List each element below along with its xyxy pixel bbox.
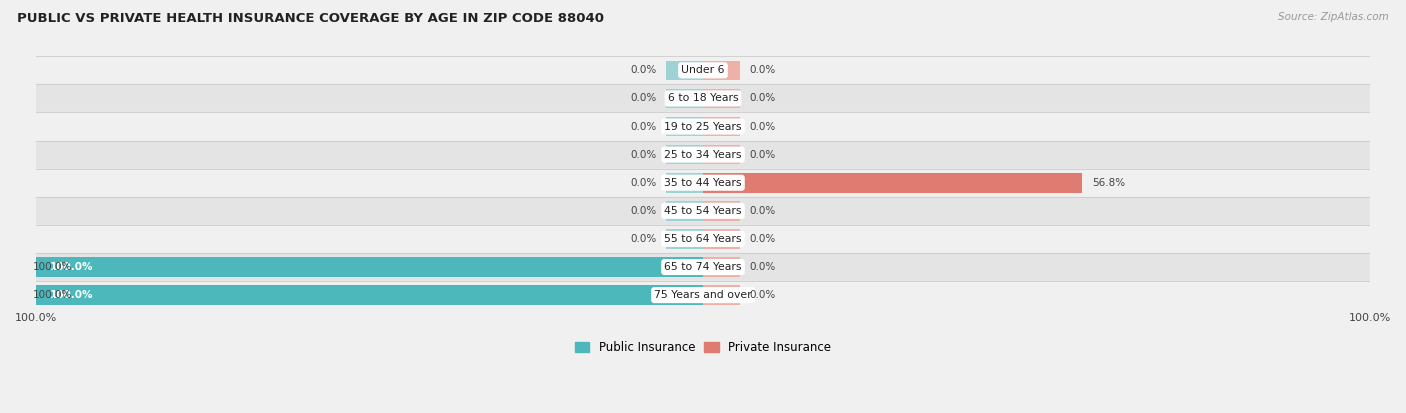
Text: 0.0%: 0.0% bbox=[630, 121, 657, 131]
Bar bbox=[703, 201, 740, 221]
Text: 0.0%: 0.0% bbox=[749, 65, 776, 75]
Text: 0.0%: 0.0% bbox=[630, 234, 657, 244]
Text: 35 to 44 Years: 35 to 44 Years bbox=[664, 178, 742, 188]
Text: 100.0%: 100.0% bbox=[32, 290, 72, 300]
Bar bbox=[37, 225, 1369, 253]
Bar bbox=[666, 145, 703, 164]
Bar bbox=[37, 285, 703, 305]
Bar bbox=[666, 201, 703, 221]
Bar bbox=[666, 117, 703, 136]
Bar bbox=[703, 285, 740, 305]
Bar bbox=[703, 257, 740, 277]
Bar bbox=[703, 117, 740, 136]
Text: 25 to 34 Years: 25 to 34 Years bbox=[664, 150, 742, 160]
Text: 75 Years and over: 75 Years and over bbox=[654, 290, 752, 300]
Text: 0.0%: 0.0% bbox=[749, 93, 776, 103]
Text: PUBLIC VS PRIVATE HEALTH INSURANCE COVERAGE BY AGE IN ZIP CODE 88040: PUBLIC VS PRIVATE HEALTH INSURANCE COVER… bbox=[17, 12, 603, 25]
Bar bbox=[37, 56, 1369, 84]
Text: 55 to 64 Years: 55 to 64 Years bbox=[664, 234, 742, 244]
Bar bbox=[666, 229, 703, 249]
Text: 0.0%: 0.0% bbox=[749, 121, 776, 131]
Text: 0.0%: 0.0% bbox=[749, 234, 776, 244]
Text: 56.8%: 56.8% bbox=[1092, 178, 1125, 188]
Text: 0.0%: 0.0% bbox=[630, 150, 657, 160]
Text: 6 to 18 Years: 6 to 18 Years bbox=[668, 93, 738, 103]
Text: 100.0%: 100.0% bbox=[32, 262, 72, 272]
Text: 45 to 54 Years: 45 to 54 Years bbox=[664, 206, 742, 216]
Text: 0.0%: 0.0% bbox=[630, 93, 657, 103]
Text: 0.0%: 0.0% bbox=[749, 290, 776, 300]
Bar bbox=[37, 257, 703, 277]
Text: 0.0%: 0.0% bbox=[630, 206, 657, 216]
Bar bbox=[666, 89, 703, 108]
Text: 19 to 25 Years: 19 to 25 Years bbox=[664, 121, 742, 131]
Bar bbox=[703, 173, 1081, 192]
Bar bbox=[666, 61, 703, 80]
Text: 0.0%: 0.0% bbox=[749, 206, 776, 216]
Text: 65 to 74 Years: 65 to 74 Years bbox=[664, 262, 742, 272]
Bar bbox=[37, 112, 1369, 140]
Bar bbox=[37, 253, 1369, 281]
Bar bbox=[703, 145, 740, 164]
Legend: Public Insurance, Private Insurance: Public Insurance, Private Insurance bbox=[571, 337, 835, 359]
Bar bbox=[37, 140, 1369, 169]
Text: 0.0%: 0.0% bbox=[630, 178, 657, 188]
Text: 0.0%: 0.0% bbox=[749, 262, 776, 272]
Text: 0.0%: 0.0% bbox=[749, 150, 776, 160]
Bar bbox=[37, 197, 1369, 225]
Bar bbox=[37, 169, 1369, 197]
Bar bbox=[37, 281, 1369, 309]
Bar bbox=[37, 84, 1369, 112]
Text: 100.0%: 100.0% bbox=[49, 290, 93, 300]
Bar bbox=[703, 61, 740, 80]
Text: Under 6: Under 6 bbox=[682, 65, 724, 75]
Bar bbox=[666, 173, 703, 192]
Text: 100.0%: 100.0% bbox=[49, 262, 93, 272]
Text: 0.0%: 0.0% bbox=[630, 65, 657, 75]
Text: Source: ZipAtlas.com: Source: ZipAtlas.com bbox=[1278, 12, 1389, 22]
Bar bbox=[703, 229, 740, 249]
Bar bbox=[703, 89, 740, 108]
